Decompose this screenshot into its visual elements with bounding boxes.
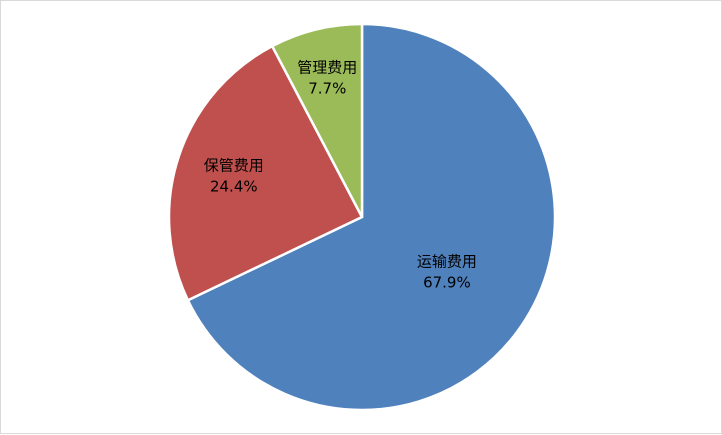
slice-label-transport-name: 运输费用 <box>417 253 477 271</box>
slice-label-storage-value: 24.4% <box>210 177 258 195</box>
slice-label-management-name: 管理费用 <box>297 59 357 77</box>
pie-slice-storage <box>167 44 364 302</box>
slice-label-management-value: 7.7% <box>308 80 346 98</box>
pie-labels: 运输费用 67.9% 保管费用 24.4% 管理费用 7.7% <box>204 59 477 292</box>
pie-slice-management <box>270 22 364 219</box>
pie-slice-transport <box>186 22 557 412</box>
pie-slices <box>167 22 557 412</box>
slice-label-storage-name: 保管费用 <box>204 156 264 174</box>
slice-label-transport-value: 67.9% <box>423 274 471 292</box>
